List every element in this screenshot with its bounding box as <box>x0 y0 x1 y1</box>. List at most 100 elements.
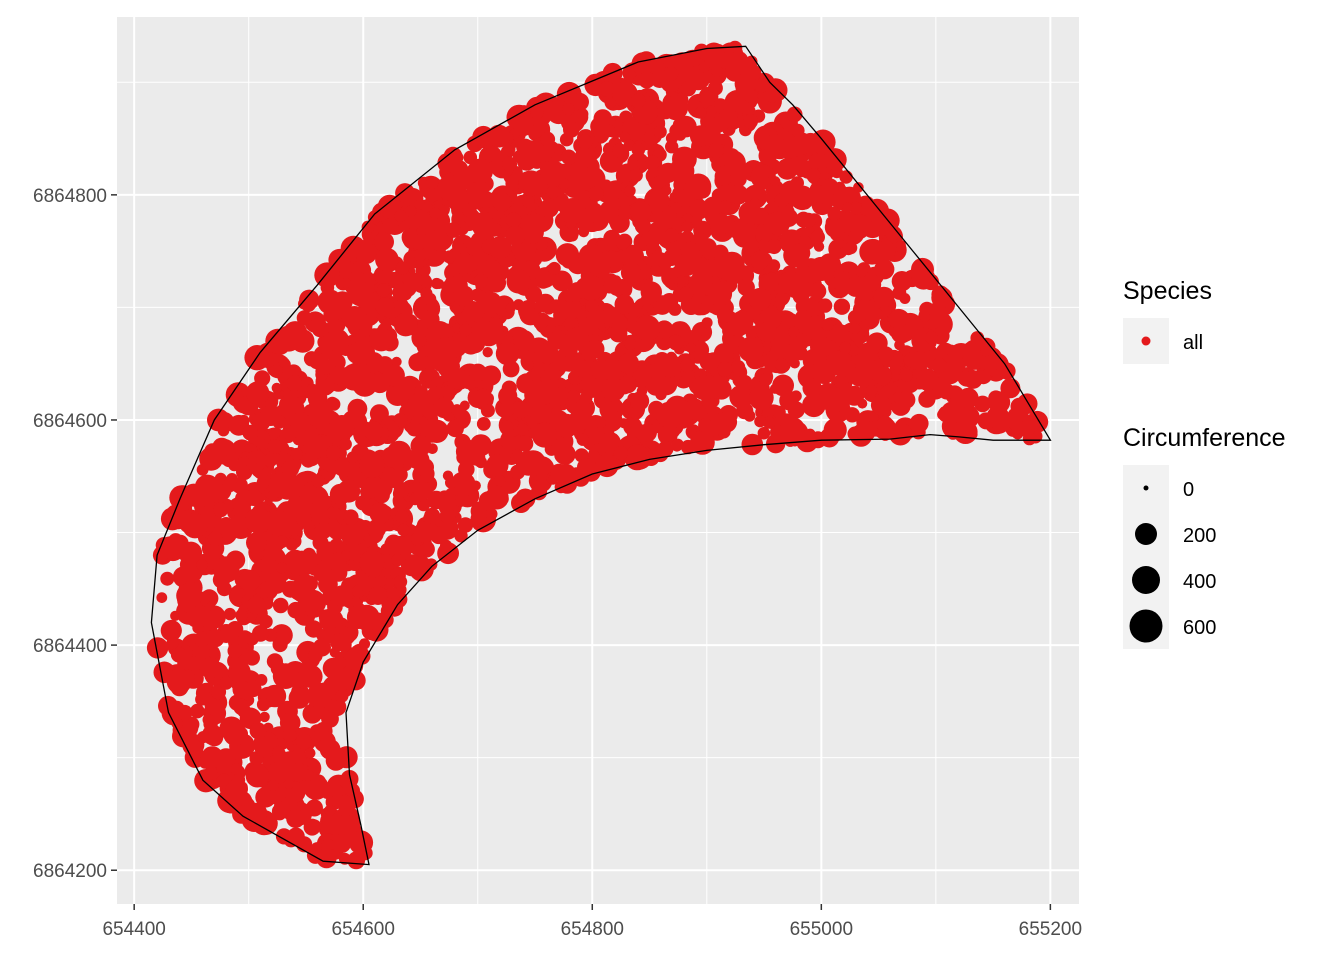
tree-point <box>433 397 455 419</box>
tree-point <box>810 336 832 358</box>
tree-point <box>228 779 245 796</box>
tree-point <box>759 373 773 387</box>
tree-point <box>313 563 332 582</box>
tree-point <box>333 456 354 477</box>
tree-point <box>289 762 309 782</box>
tree-point <box>823 148 847 172</box>
tree-point <box>526 213 544 231</box>
tree-point <box>802 378 822 398</box>
tree-point <box>646 376 666 396</box>
tree-point <box>469 434 492 457</box>
tree-point <box>202 713 215 726</box>
tree-point <box>772 405 786 419</box>
tree-point <box>352 371 378 397</box>
tree-point <box>855 265 868 278</box>
tree-point <box>199 447 224 471</box>
tree-point <box>844 407 860 423</box>
tree-point <box>281 460 298 477</box>
tree-point <box>786 106 803 123</box>
tree-point <box>823 418 847 442</box>
tree-point <box>238 569 261 592</box>
tree-point <box>311 319 329 338</box>
tree-point <box>605 97 617 109</box>
tree-point <box>588 186 604 202</box>
tree-point <box>480 403 495 418</box>
tree-point <box>630 93 646 109</box>
tree-point <box>472 215 494 238</box>
tree-point <box>743 114 758 129</box>
tree-point <box>158 536 181 559</box>
tree-point <box>963 370 983 389</box>
tree-point <box>446 419 464 438</box>
tree-point <box>290 412 311 432</box>
tree-point <box>827 206 842 221</box>
tree-point <box>146 637 169 659</box>
tree-point <box>701 317 713 329</box>
tree-point <box>242 424 259 441</box>
tree-point <box>716 307 732 323</box>
tree-point <box>738 201 762 225</box>
tree-point <box>685 342 696 353</box>
x-axis: 654400 654600 654800 655000 655200 <box>102 904 1082 940</box>
tree-point <box>630 201 652 223</box>
tree-point <box>245 489 263 506</box>
tree-point <box>265 328 290 354</box>
tree-point <box>310 400 332 422</box>
tree-point <box>919 311 931 323</box>
tree-point <box>221 793 242 814</box>
tree-point <box>535 315 549 329</box>
tree-point <box>795 211 812 228</box>
tree-point <box>878 346 894 363</box>
tree-point <box>407 393 430 416</box>
tree-point <box>820 387 847 413</box>
tree-point <box>394 209 407 222</box>
tree-point <box>873 286 895 308</box>
tree-point <box>279 712 301 733</box>
tree-point <box>624 444 650 471</box>
tree-point <box>326 328 350 352</box>
tree-point <box>317 739 331 753</box>
tree-point <box>603 229 621 247</box>
tree-point <box>423 512 434 524</box>
y-tick-label: 6864400 <box>33 636 107 657</box>
tree-point <box>845 276 866 297</box>
tree-point <box>856 357 880 381</box>
tree-point <box>661 185 672 196</box>
tree-point <box>275 535 289 549</box>
tree-point <box>450 160 469 178</box>
tree-point <box>833 237 845 249</box>
plot-boundary-outline <box>150 45 1052 866</box>
tree-point <box>346 451 359 464</box>
tree-point <box>734 73 757 95</box>
tree-point <box>585 339 605 359</box>
tree-point <box>247 455 258 466</box>
tree-point <box>962 346 987 370</box>
tree-point <box>242 807 267 831</box>
tree-point <box>833 298 851 315</box>
tree-point <box>918 304 943 330</box>
tree-point <box>358 638 371 650</box>
tree-point <box>513 330 535 352</box>
tree-point <box>304 747 316 759</box>
x-tick-label: 654800 <box>561 919 624 940</box>
tree-point <box>452 253 475 275</box>
legend-size-400 <box>1132 566 1160 594</box>
tree-point <box>791 123 805 138</box>
tree-point <box>377 194 402 219</box>
tree-point <box>287 827 305 846</box>
tree-point <box>779 180 803 204</box>
tree-point <box>302 703 323 724</box>
tree-point <box>299 664 323 689</box>
tree-point <box>891 271 913 292</box>
tree-point <box>748 287 772 311</box>
tree-point <box>694 106 707 119</box>
tree-point <box>870 394 892 416</box>
tree-point <box>636 157 649 170</box>
tree-point <box>829 323 849 344</box>
tree-point <box>839 341 852 354</box>
tree-point <box>294 582 311 599</box>
tree-point <box>715 255 741 281</box>
tree-point <box>888 309 908 329</box>
tree-point <box>853 182 864 193</box>
y-axis: 6864200 6864400 6864600 6864800 <box>33 186 117 882</box>
